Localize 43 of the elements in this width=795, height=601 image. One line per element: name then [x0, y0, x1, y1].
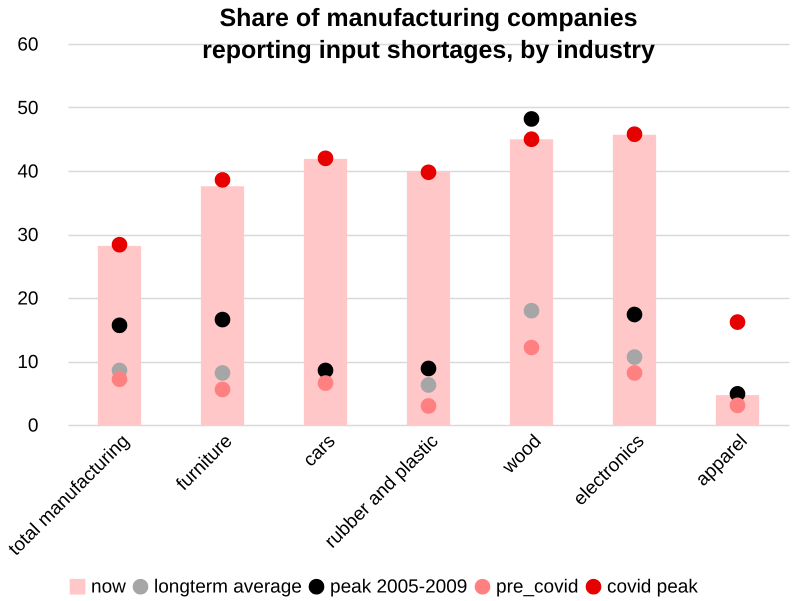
bar: [406, 171, 450, 425]
point: [420, 360, 436, 376]
point: [626, 126, 642, 142]
legend-label: covid peak: [607, 576, 698, 598]
point: [524, 302, 540, 319]
legend-label: pre_covid: [496, 576, 578, 598]
point: [420, 398, 436, 414]
bar: [304, 158, 348, 425]
point: [214, 312, 230, 328]
point: [524, 340, 540, 356]
y-tick-label: 30: [17, 225, 38, 246]
point: [626, 306, 642, 322]
point: [112, 371, 128, 388]
y-tick-label: 50: [17, 98, 38, 119]
point: [318, 150, 334, 166]
y-tick-label: 10: [17, 352, 38, 373]
legend-label: now: [91, 576, 126, 598]
bar: [200, 186, 244, 425]
y-tick-label: 0: [28, 416, 38, 436]
y-tick-label: 20: [17, 288, 38, 310]
point: [730, 314, 746, 330]
y-tick-label: 40: [17, 162, 38, 182]
point: [626, 365, 642, 381]
point: [112, 236, 128, 252]
point: [214, 172, 230, 188]
point: [318, 362, 334, 378]
bar: [510, 139, 554, 425]
point: [524, 131, 540, 148]
point: [420, 164, 436, 180]
point: [112, 318, 128, 334]
point: [318, 375, 334, 391]
bar: [612, 134, 656, 425]
y-tick-label: 60: [17, 34, 38, 56]
bar: [98, 246, 142, 425]
legend-label: peak 2005-2009: [330, 576, 468, 598]
point: [524, 111, 540, 127]
chart-title: Share of manufacturing companies reporting input shortages, by industry: [202, 4, 655, 64]
point: [420, 377, 436, 393]
legend-label: longterm average: [154, 576, 302, 598]
x-tick-label: cars: [299, 430, 340, 472]
point: [214, 365, 230, 381]
point: [214, 382, 230, 398]
point: [626, 349, 642, 365]
